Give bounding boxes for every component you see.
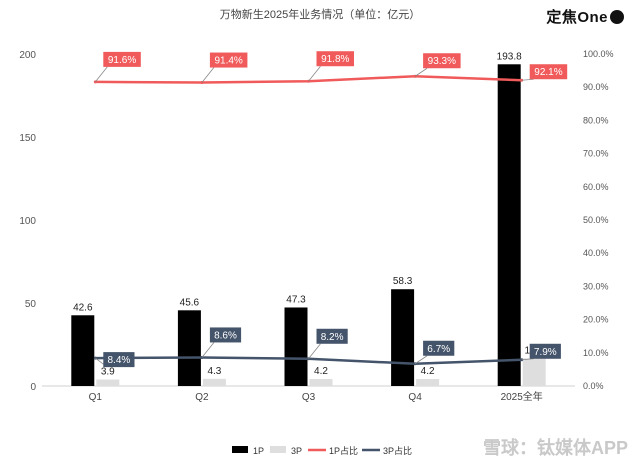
bar-1p: [71, 315, 95, 386]
y-right-tick-label: 60.0%: [583, 182, 609, 192]
bar-value-label: 42.6: [73, 302, 93, 313]
y-right-tick-label: 80.0%: [583, 115, 609, 125]
y-left-tick-label: 50: [25, 299, 37, 310]
bar-3p: [309, 379, 333, 386]
callout-leader: [308, 65, 321, 82]
callout-leader: [94, 66, 108, 83]
legend-swatch: [232, 446, 248, 453]
callout-leader: [521, 358, 534, 361]
x-tick-label: 2025全年: [501, 390, 543, 403]
y-right-tick-label: 20.0%: [583, 315, 609, 325]
y-right-tick-label: 10.0%: [583, 348, 609, 358]
bar-1p: [391, 289, 415, 386]
bar-3p: [416, 379, 440, 386]
callout-box: [423, 340, 455, 356]
bar-value-label: 45.6: [180, 297, 200, 308]
y-right-tick-label: 0.0%: [583, 381, 604, 391]
chart-title: 万物新生2025年业务情况（单位：亿元）: [220, 7, 420, 21]
bar-value-label: 193.8: [497, 51, 522, 62]
brand-dot-icon: [610, 10, 624, 24]
callout-leader: [414, 67, 428, 77]
legend-label: 1P占比: [329, 445, 358, 456]
callout-box: [316, 328, 348, 344]
callout-leader: [201, 342, 215, 358]
line-value-label: 91.6%: [108, 55, 136, 66]
bar-value-label: 47.3: [286, 294, 306, 305]
y-right-tick-label: 50.0%: [583, 215, 609, 225]
bar-1p: [177, 310, 201, 386]
legend-label: 1P: [253, 446, 264, 456]
y-left-tick-label: 200: [19, 50, 36, 61]
y-right-tick-label: 100.0%: [583, 49, 614, 59]
bar-3p: [522, 358, 546, 386]
y-left-tick-label: 0: [30, 382, 36, 393]
bar-3p: [96, 379, 120, 386]
y-right-tick-label: 40.0%: [583, 248, 609, 258]
x-tick-label: Q1: [89, 392, 103, 403]
x-tick-label: Q3: [302, 392, 316, 403]
bar-value-label: 4.3: [207, 366, 221, 377]
callout-box: [529, 343, 561, 359]
bar-value-label: 58.3: [393, 276, 413, 287]
callout-leader: [308, 343, 321, 360]
legend-swatch: [270, 446, 286, 453]
bar-value-label: 3.9: [101, 367, 115, 378]
y-right-tick-label: 90.0%: [583, 82, 609, 92]
callout-box: [209, 327, 242, 343]
callout-leader: [201, 67, 215, 83]
x-tick-label: Q4: [408, 392, 422, 403]
x-tick-label: Q2: [195, 392, 209, 403]
legend-label: 3P占比: [383, 445, 412, 456]
callout-leader: [414, 355, 428, 365]
line-value-label: 7.9%: [534, 347, 557, 358]
y-right-tick-label: 30.0%: [583, 281, 609, 291]
line-value-label: 91.4%: [214, 56, 242, 67]
line-value-label: 8.4%: [108, 355, 131, 366]
y-left-tick-label: 150: [19, 133, 36, 144]
callout-box: [423, 53, 461, 69]
bar-3p: [202, 378, 226, 386]
bar-1p: [284, 307, 308, 386]
line-value-label: 8.6%: [214, 330, 237, 341]
line-value-label: 92.1%: [534, 67, 562, 78]
y-left-tick-label: 100: [19, 216, 36, 227]
bar-value-label: 4.2: [421, 366, 435, 377]
brand-logo: 定焦One: [546, 6, 624, 27]
callout-box: [529, 64, 568, 80]
callout-box: [316, 51, 354, 67]
callout-box: [103, 352, 135, 368]
bar-value-label: 4.2: [314, 366, 328, 377]
callout-box: [103, 51, 141, 67]
y-right-tick-label: 70.0%: [583, 149, 609, 159]
bar-1p: [497, 64, 521, 387]
callout-leader: [521, 78, 534, 81]
line-value-label: 8.2%: [321, 332, 344, 343]
legend-label: 3P: [291, 446, 302, 456]
line-value-label: 6.7%: [427, 344, 450, 355]
watermark: 雪球：钛媒体APP: [482, 438, 628, 458]
line-value-label: 91.8%: [321, 54, 349, 65]
callout-box: [209, 52, 248, 68]
line-value-label: 93.3%: [428, 56, 456, 67]
